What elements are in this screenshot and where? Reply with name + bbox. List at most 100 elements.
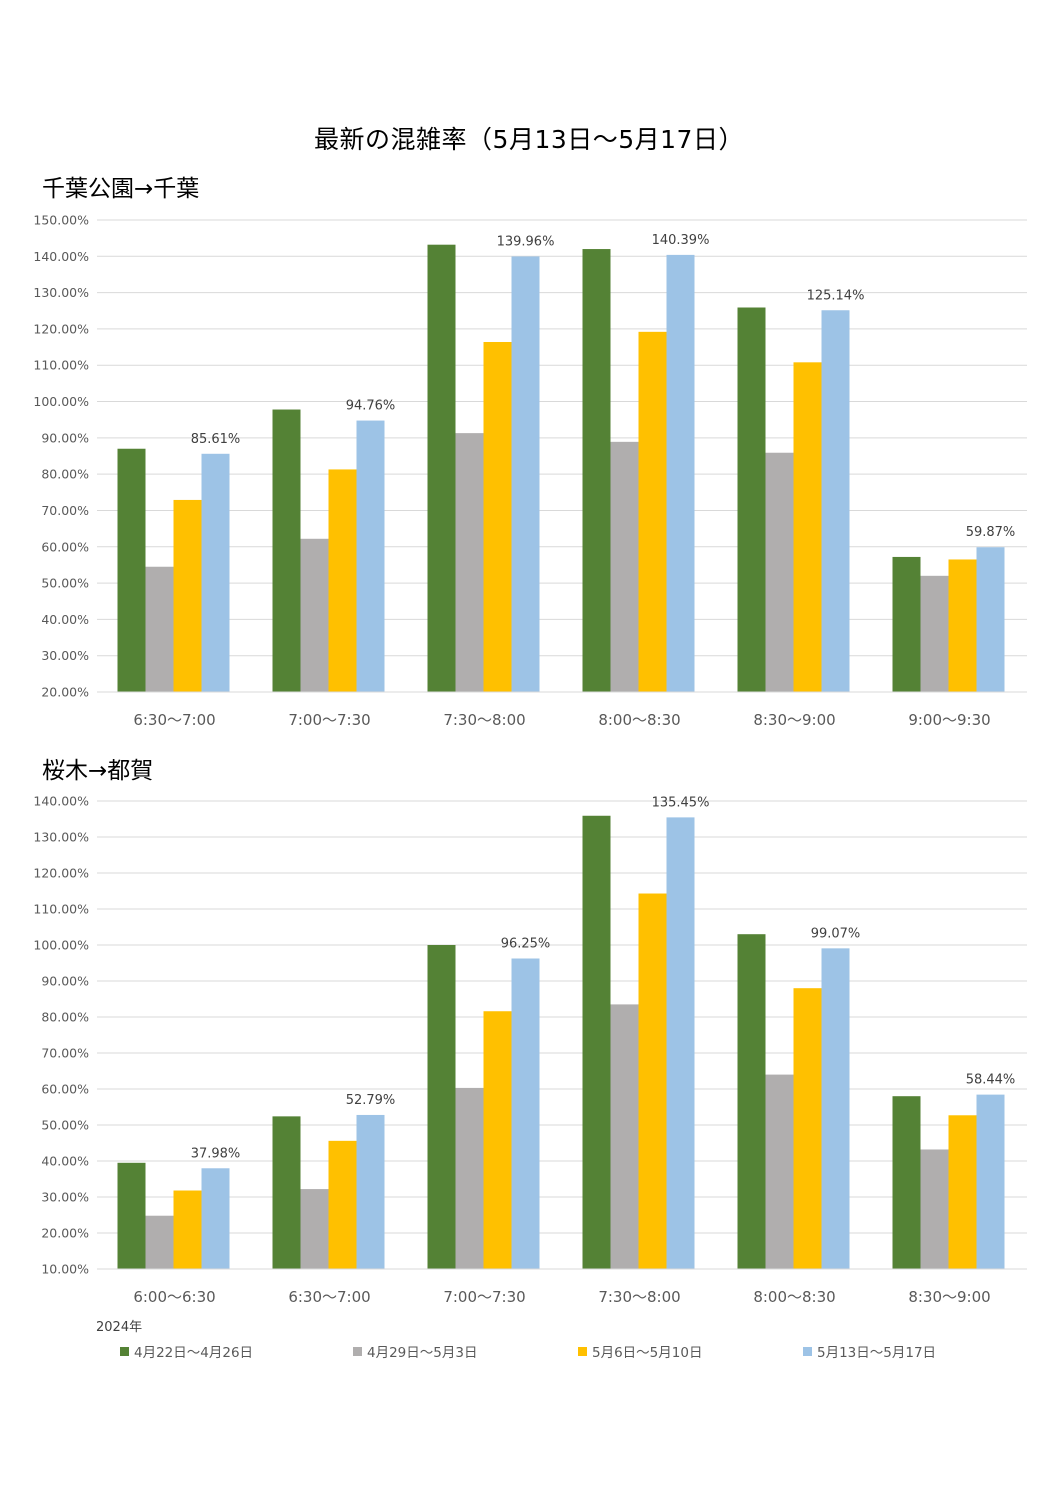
chart-chiba-koen-to-chiba: 20.00% 30.00% 40.00% 50.00% 60.00% 70.00% 80.0…: [33, 213, 1027, 729]
legend-item-apr22: 4月22日～4月26日: [120, 1341, 253, 1361]
bar: [328, 469, 357, 692]
y-tick-label: 70.00%: [41, 503, 89, 518]
x-tick-label: 8:30～9:00: [908, 1288, 990, 1306]
bar: [821, 310, 850, 692]
x-tick-label: 7:30～8:00: [443, 711, 525, 729]
bar: [666, 817, 695, 1269]
bar: [948, 559, 977, 692]
y-tick-label: 120.00%: [33, 321, 89, 336]
legend-item-apr29: 4月29日～5月3日: [353, 1341, 477, 1361]
bar: [765, 452, 794, 692]
y-tick-label: 40.00%: [41, 1154, 89, 1169]
bar: [793, 362, 822, 692]
bar: [737, 934, 766, 1269]
bar: [610, 1004, 639, 1269]
data-label: 37.98%: [191, 1146, 241, 1161]
bar: [976, 547, 1005, 692]
bar: [272, 409, 301, 692]
bar: [948, 1115, 977, 1269]
data-label: 125.14%: [807, 288, 865, 303]
bar: [582, 815, 611, 1269]
x-tick-label: 6:00～6:30: [133, 1288, 215, 1306]
bar: [455, 1087, 484, 1269]
bar: [892, 556, 921, 692]
bar: [145, 566, 174, 692]
legend-year-label: 2024年: [96, 1320, 143, 1335]
bar: [737, 307, 766, 692]
y-tick-label: 60.00%: [41, 539, 89, 554]
bar: [145, 1215, 174, 1269]
y-tick-label: 20.00%: [41, 1226, 89, 1241]
bar: [173, 1190, 202, 1269]
bar: [483, 341, 512, 692]
y-tick-label: 150.00%: [33, 213, 89, 228]
bar: [638, 331, 667, 692]
y-tick-label: 30.00%: [41, 1190, 89, 1205]
data-label: 59.87%: [966, 525, 1016, 540]
y-tick-label: 60.00%: [41, 1082, 89, 1097]
bar: [920, 575, 949, 692]
bar: [356, 420, 385, 692]
data-label: 140.39%: [652, 233, 710, 248]
y-tick-label: 120.00%: [33, 866, 89, 881]
y-tick-label: 130.00%: [33, 285, 89, 300]
bar: [117, 448, 146, 692]
bar: [582, 249, 611, 693]
bar: [765, 1074, 794, 1269]
bar: [328, 1140, 357, 1269]
x-tick-label: 8:00～8:30: [753, 1288, 835, 1306]
data-label: 96.25%: [501, 937, 551, 952]
y-tick-label: 30.00%: [41, 648, 89, 663]
y-tick-label: 50.00%: [41, 576, 89, 591]
y-tick-label: 40.00%: [41, 612, 89, 627]
bar: [793, 988, 822, 1269]
data-label: 94.76%: [346, 399, 396, 414]
bar: [272, 1116, 301, 1269]
y-tick-label: 50.00%: [41, 1118, 89, 1133]
bar: [920, 1149, 949, 1269]
legend-label: 5月6日～5月10日: [592, 1345, 703, 1361]
data-label: 99.07%: [811, 926, 861, 941]
page-title: 最新の混雑率（5月13日～5月17日）: [314, 125, 744, 154]
x-tick-label: 6:30～7:00: [288, 1288, 370, 1306]
legend-item-may13: 5月13日～5月17日: [803, 1341, 936, 1361]
bar: [610, 441, 639, 692]
y-tick-label: 130.00%: [33, 830, 89, 845]
y-tick-label: 100.00%: [33, 938, 89, 953]
y-tick-label: 110.00%: [33, 358, 89, 373]
bar: [976, 1094, 1005, 1269]
legend-swatch-green: [120, 1346, 129, 1356]
bar: [173, 499, 202, 692]
bar: [356, 1114, 385, 1269]
x-tick-label: 7:00～7:30: [443, 1288, 525, 1306]
x-tick-label: 8:30～9:00: [753, 711, 835, 729]
bar: [483, 1011, 512, 1269]
bar: [201, 1168, 230, 1269]
legend-label: 4月29日～5月3日: [367, 1345, 478, 1361]
data-label: 58.44%: [966, 1073, 1016, 1088]
y-tick-label: 80.00%: [41, 467, 89, 482]
chart-2-title: 桜木→都賀: [42, 758, 154, 784]
legend-swatch-yellow: [578, 1346, 587, 1356]
y-tick-label: 80.00%: [41, 1010, 89, 1025]
y-tick-label: 110.00%: [33, 902, 89, 917]
x-tick-label: 6:30～7:00: [133, 711, 215, 729]
y-tick-label: 10.00%: [41, 1262, 89, 1277]
data-label: 52.79%: [346, 1093, 396, 1108]
bar: [427, 244, 456, 692]
legend-item-may6: 5月6日～5月10日: [578, 1341, 702, 1361]
y-tick-label: 70.00%: [41, 1046, 89, 1061]
bar: [300, 1189, 329, 1269]
x-tick-label: 7:30～8:00: [598, 1288, 680, 1306]
bar: [511, 958, 540, 1269]
bar: [300, 538, 329, 692]
y-tick-label: 20.00%: [41, 685, 89, 700]
y-tick-label: 140.00%: [33, 249, 89, 264]
legend-label: 5月13日～5月17日: [817, 1345, 937, 1361]
y-tick-label: 140.00%: [33, 794, 89, 809]
data-label: 85.61%: [191, 432, 241, 447]
bar: [892, 1096, 921, 1269]
chart-1-title: 千葉公園→千葉: [42, 176, 200, 202]
bar: [821, 948, 850, 1269]
bar: [201, 453, 230, 692]
